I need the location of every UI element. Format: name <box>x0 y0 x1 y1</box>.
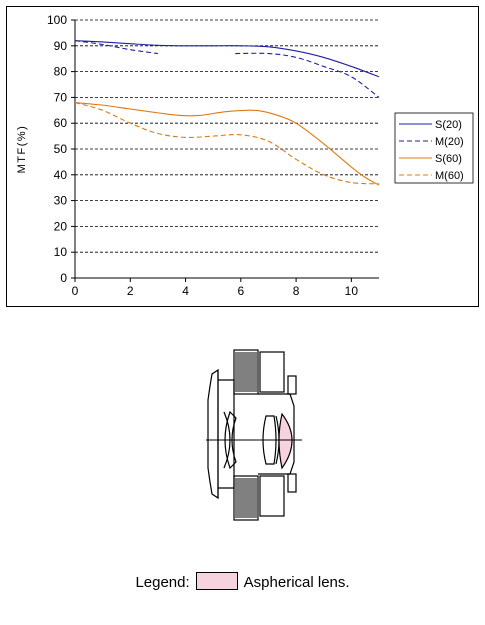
y-tick-label: 80 <box>54 65 68 79</box>
series-m-60-line <box>74 102 380 185</box>
knurling-upper <box>235 352 257 392</box>
grid-lines <box>75 19 379 253</box>
legend-prefix: Legend: <box>135 574 190 591</box>
legend-box <box>394 112 474 184</box>
x-tick-label: 10 <box>345 284 359 298</box>
aspherical-lens-element <box>278 412 293 470</box>
y-tick-label: 50 <box>54 142 68 156</box>
legend-label: M(20) <box>435 136 464 148</box>
y-tick-label: 10 <box>54 245 68 259</box>
x-tick-label: 0 <box>72 284 79 298</box>
series-s-20-line <box>74 40 380 78</box>
y-tick-label: 100 <box>47 13 67 27</box>
mtf-chart: 0 10 20 30 40 50 60 70 80 90 100 0 2 4 6 8 10 S(20) M(20)… <box>16 13 474 298</box>
lens-barrel <box>207 349 297 521</box>
mtf-chart-frame: 0 10 20 30 40 50 60 70 80 90 100 0 2 4 6 8 10 S(20) M(20)… <box>6 6 479 307</box>
knurling-lower <box>235 478 257 518</box>
x-tick-label: 4 <box>182 284 189 298</box>
tick-labels: 0 10 20 30 40 50 60 70 80 90 100 0 2 4 6 8 10 <box>47 13 358 298</box>
y-tick-label: 90 <box>54 39 68 53</box>
y-tick-label: 0 <box>60 271 67 285</box>
legend-label: M(60) <box>435 170 464 182</box>
series-m-20-line <box>74 40 158 55</box>
legend-label: S(20) <box>435 119 462 131</box>
lens-diagram <box>206 349 302 521</box>
x-tick-label: 6 <box>237 284 244 298</box>
legend-label: S(60) <box>435 153 462 165</box>
y-tick-label: 40 <box>54 168 68 182</box>
x-tick-label: 8 <box>293 284 300 298</box>
y-tick-label: 60 <box>54 116 68 130</box>
y-tick-label: 30 <box>54 194 68 208</box>
series-lines <box>74 40 380 186</box>
legend-label: Aspherical lens. <box>243 574 350 591</box>
lens-legend: Legend: Aspherical lens. <box>0 572 485 591</box>
y-axis-label: MTF(%) <box>16 125 28 174</box>
y-tick-label: 20 <box>54 219 68 233</box>
aspherical-lens-swatch <box>195 572 238 590</box>
axes <box>71 19 379 282</box>
x-tick-label: 2 <box>127 284 134 298</box>
y-tick-label: 70 <box>54 90 68 104</box>
series-m-20-line <box>235 52 380 98</box>
chart-legend: S(20) M(20) S(60) M(60) <box>394 112 474 184</box>
series-s-60-line <box>74 102 380 186</box>
